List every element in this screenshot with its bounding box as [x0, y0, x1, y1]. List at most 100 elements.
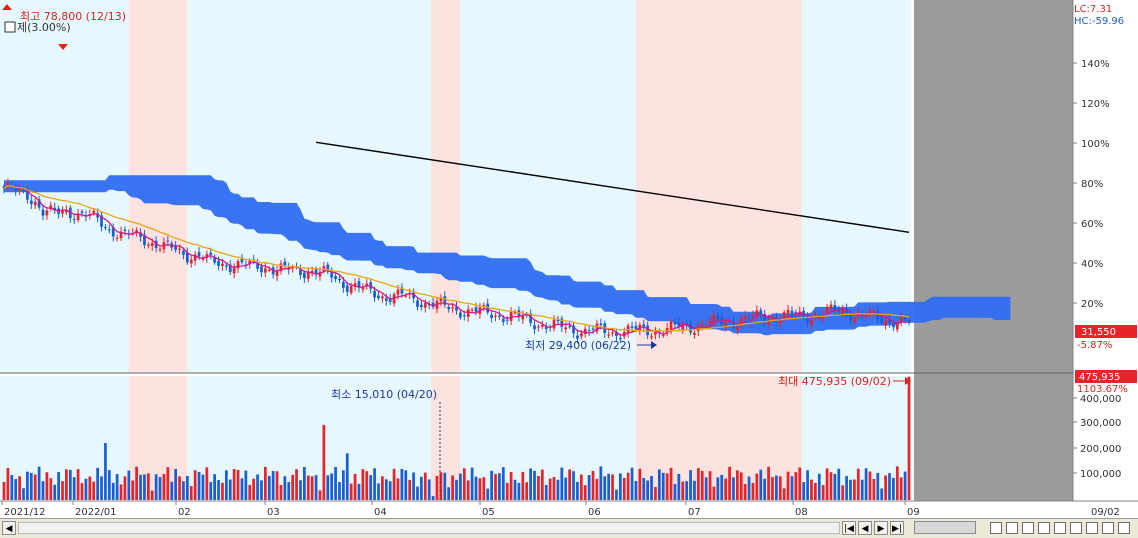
volume-bar — [607, 473, 610, 500]
volume-bar — [552, 477, 556, 500]
candle-body — [533, 325, 536, 330]
volume-bar — [72, 477, 76, 500]
zoom-slider-thumb[interactable] — [914, 521, 976, 534]
grid-icon[interactable] — [1086, 522, 1098, 534]
scroll-last-button[interactable]: ▶| — [890, 521, 904, 535]
candle-body — [665, 328, 669, 333]
ma-mid-line — [3, 185, 910, 332]
expand-icon[interactable] — [1070, 522, 1082, 534]
volume-bar — [299, 480, 302, 500]
settings-icon[interactable] — [1054, 522, 1066, 534]
volume-bar — [728, 466, 731, 500]
volume-bar — [638, 468, 642, 500]
candle-body — [357, 281, 361, 288]
volume-bar — [221, 482, 224, 500]
candle-body — [381, 296, 384, 299]
volume-bar — [338, 482, 341, 500]
y-tick-label: 20% — [1081, 299, 1103, 310]
volume-tick-label: 400,000 — [1080, 394, 1121, 405]
candle-body — [236, 260, 240, 269]
high-annotation: 최고 78,800 (12/13) — [20, 10, 126, 23]
candle-body — [459, 312, 462, 318]
volume-bar — [10, 475, 14, 500]
y-tick-label: 40% — [1081, 259, 1103, 270]
x-end-label: 09/02 — [1091, 507, 1120, 518]
candle-body — [806, 315, 809, 323]
save-icon[interactable] — [1022, 522, 1034, 534]
volume-bar — [798, 467, 802, 500]
volume-tick-label: 100,000 — [1080, 469, 1121, 480]
volume-bar — [509, 472, 513, 500]
candle-body — [279, 263, 283, 272]
print-icon[interactable] — [1038, 522, 1050, 534]
candle-body — [334, 275, 337, 279]
volume-bar — [806, 470, 809, 500]
volume-bar — [759, 469, 763, 500]
volume-bar — [696, 468, 700, 500]
zoom-in-icon[interactable] — [990, 522, 1002, 534]
copy-icon[interactable] — [1006, 522, 1018, 534]
candle-body — [677, 322, 681, 328]
candle-body — [150, 243, 154, 246]
candle-body — [338, 278, 341, 281]
candle-body — [314, 268, 318, 275]
candle-body — [209, 252, 213, 255]
candle-body — [728, 320, 731, 322]
volume-bar — [751, 482, 755, 500]
candle-body — [427, 304, 431, 306]
volume-bar — [895, 466, 899, 500]
volume-bar — [583, 485, 587, 500]
volume-bar — [591, 470, 595, 500]
candle-body — [232, 267, 236, 274]
candle-body — [634, 325, 638, 330]
candle-body — [326, 264, 330, 270]
scroll-next-button[interactable]: ▶ — [874, 521, 888, 535]
x-tick-label: 02 — [178, 507, 191, 518]
scroll-first-button[interactable]: |◀ — [842, 521, 856, 535]
volume-bar — [595, 478, 599, 500]
candle-body — [525, 314, 529, 316]
horizontal-scrollbar[interactable]: ◀ |◀ ◀ ▶ ▶| — [0, 518, 1138, 538]
volume-bar — [240, 478, 244, 500]
candle-body — [404, 295, 408, 297]
candle-body — [513, 312, 517, 314]
scroll-prev-button[interactable]: ◀ — [858, 521, 872, 535]
candle-body — [37, 199, 41, 208]
candle-body — [384, 298, 388, 301]
candle-body — [517, 310, 521, 317]
candle-body — [794, 312, 798, 315]
volume-bar — [115, 474, 119, 500]
y-tick-label: 100% — [1081, 139, 1110, 150]
volume-bar — [224, 470, 228, 500]
candle-body — [849, 312, 852, 321]
volume-bar — [205, 467, 209, 500]
candle-body — [568, 326, 571, 328]
volume-bar — [864, 468, 868, 500]
scroll-left-button[interactable]: ◀ — [2, 521, 16, 535]
volume-bar — [704, 477, 708, 500]
volume-bar — [564, 477, 568, 500]
volume-bar — [615, 489, 618, 500]
volume-bar — [306, 475, 310, 500]
candle-body — [22, 190, 25, 192]
volume-bar — [462, 468, 466, 500]
candle-body — [470, 309, 474, 311]
volume-bar — [76, 469, 80, 500]
list-icon[interactable] — [1102, 522, 1114, 534]
volume-bar — [533, 470, 536, 500]
volume-bar — [778, 476, 782, 500]
volume-bar — [626, 472, 630, 500]
candle-body — [412, 292, 415, 299]
volume-bar — [104, 443, 107, 500]
volume-bar — [248, 484, 252, 500]
volume-bar — [810, 479, 813, 500]
candle-body — [587, 330, 591, 332]
candle-body — [96, 213, 99, 218]
close-chart-icon[interactable] — [1118, 522, 1130, 534]
volume-bar — [326, 475, 330, 500]
volume-bar — [755, 473, 759, 500]
volume-bar — [849, 479, 852, 500]
scroll-track[interactable] — [18, 522, 840, 534]
volume-bar — [381, 476, 384, 500]
candle-body — [431, 302, 435, 307]
